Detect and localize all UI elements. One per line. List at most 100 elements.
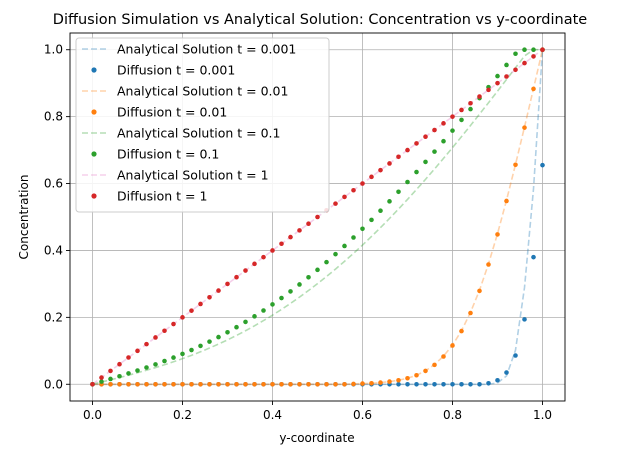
data-point xyxy=(297,282,302,287)
data-point xyxy=(360,226,365,232)
data-point xyxy=(135,368,140,373)
data-point xyxy=(495,377,500,383)
data-point xyxy=(495,73,500,79)
data-point xyxy=(135,381,140,387)
data-point xyxy=(522,317,527,322)
data-point xyxy=(252,261,257,267)
data-point xyxy=(405,147,410,153)
data-point xyxy=(234,381,239,387)
data-point xyxy=(198,343,203,349)
x-axis-ticks: 0.0 0.2 0.4 0.6 0.8 1.0 xyxy=(83,401,552,422)
data-point xyxy=(450,343,455,348)
data-point xyxy=(414,141,419,146)
data-point xyxy=(459,117,464,123)
legend-label: Diffusion t = 0.01 xyxy=(117,105,227,120)
data-point xyxy=(423,134,428,140)
data-point xyxy=(486,262,491,267)
y-axis-ticks: 0.0 0.2 0.4 0.6 0.8 1.0 xyxy=(44,43,70,391)
data-point xyxy=(162,358,167,364)
data-point xyxy=(279,241,284,247)
data-point xyxy=(225,381,230,387)
data-point xyxy=(225,281,230,287)
data-point xyxy=(261,254,266,260)
data-point xyxy=(117,381,122,387)
data-point xyxy=(135,348,140,354)
data-point xyxy=(117,361,122,367)
chart-title: Diffusion Simulation vs Analytical Solut… xyxy=(53,12,587,28)
data-point xyxy=(423,159,428,165)
data-point xyxy=(126,371,131,376)
data-point xyxy=(108,368,113,374)
data-point xyxy=(387,379,392,384)
data-point xyxy=(468,106,473,112)
data-point xyxy=(441,354,446,359)
data-point xyxy=(108,376,113,382)
data-point xyxy=(306,221,311,226)
data-point xyxy=(414,169,419,175)
data-point xyxy=(342,381,347,387)
legend-item: Analytical Solution t = 0.01 xyxy=(82,84,288,99)
data-point xyxy=(504,62,509,68)
data-point xyxy=(342,194,347,200)
legend-item: Analytical Solution t = 0.001 xyxy=(82,42,296,57)
data-point xyxy=(324,381,329,387)
data-point xyxy=(396,154,401,160)
x-tick-label: 0.6 xyxy=(353,408,372,422)
data-point xyxy=(432,362,437,368)
data-point xyxy=(279,295,284,301)
data-point xyxy=(396,381,401,387)
data-point xyxy=(477,381,482,387)
data-point xyxy=(414,372,419,378)
data-point xyxy=(315,267,320,273)
data-point xyxy=(351,235,356,240)
data-point xyxy=(270,381,275,387)
data-point xyxy=(369,174,374,180)
data-point xyxy=(423,381,428,387)
data-point xyxy=(495,232,500,237)
data-point xyxy=(468,381,473,387)
data-point xyxy=(144,365,149,370)
data-point xyxy=(450,128,455,133)
data-point xyxy=(153,335,158,340)
x-tick-label: 0.4 xyxy=(263,408,282,422)
data-point xyxy=(531,254,536,260)
data-point xyxy=(153,362,158,367)
data-point xyxy=(378,167,383,173)
data-point xyxy=(252,381,257,387)
legend-item: Diffusion t = 1 xyxy=(91,189,207,204)
data-point xyxy=(207,381,212,387)
legend: Analytical Solution t = 0.001 Diffusion t… xyxy=(75,37,330,213)
data-point xyxy=(450,114,455,119)
data-point xyxy=(315,381,320,387)
legend-label: Diffusion t = 0.1 xyxy=(117,147,219,162)
data-point xyxy=(405,179,410,185)
data-point xyxy=(90,381,95,387)
data-point xyxy=(432,149,437,154)
data-point xyxy=(432,127,437,133)
data-point xyxy=(243,268,248,273)
data-point xyxy=(423,368,428,374)
series-scatter-5 xyxy=(90,47,545,387)
data-point xyxy=(504,74,509,79)
data-point xyxy=(252,314,257,319)
data-point xyxy=(396,377,401,383)
data-point xyxy=(459,107,464,113)
data-point xyxy=(450,381,455,387)
data-point xyxy=(369,380,374,386)
x-tick-label: 0.2 xyxy=(173,408,192,422)
data-point xyxy=(180,315,185,320)
data-point xyxy=(297,381,302,387)
y-tick-label: 1.0 xyxy=(44,43,63,57)
data-point xyxy=(441,121,446,126)
data-point xyxy=(261,308,266,313)
data-point xyxy=(522,47,527,53)
data-point xyxy=(180,351,185,357)
x-tick-label: 0.8 xyxy=(443,408,462,422)
x-tick-label: 0.0 xyxy=(83,408,102,422)
data-point xyxy=(441,138,446,144)
data-point xyxy=(369,217,374,223)
plot-frame xyxy=(69,32,566,402)
legend-marker-swatch xyxy=(91,109,97,115)
data-point xyxy=(540,162,545,168)
